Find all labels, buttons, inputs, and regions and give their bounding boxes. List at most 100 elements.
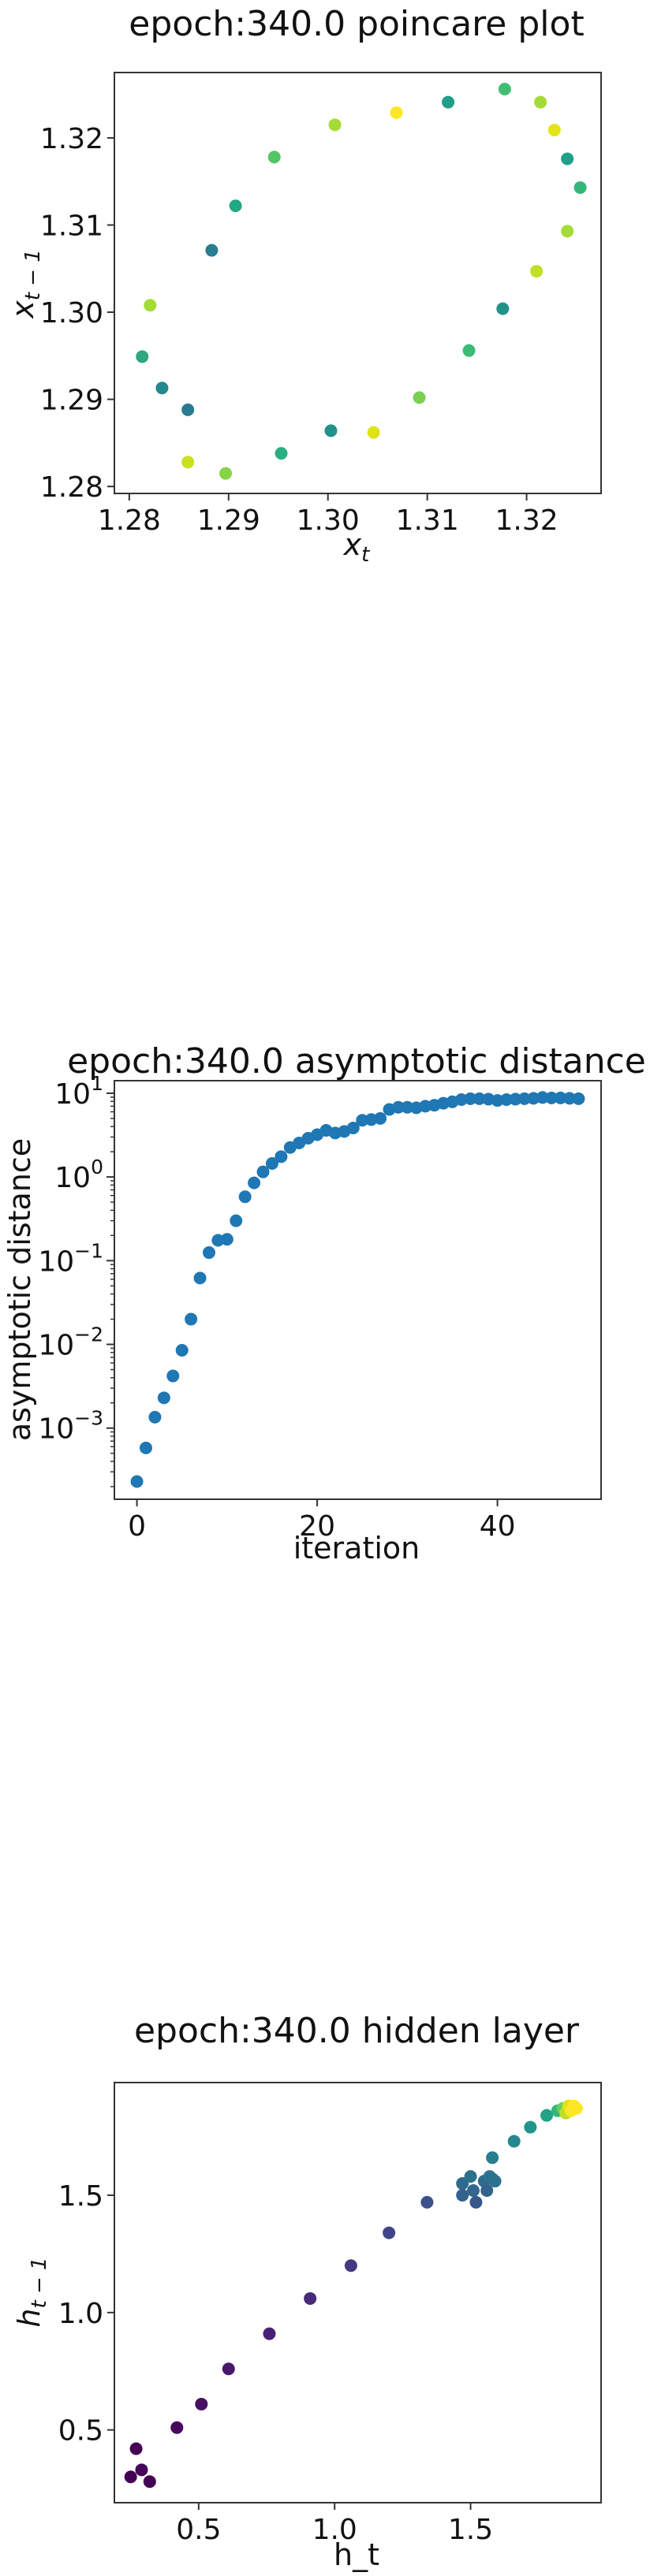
poincare-x-tick-label: 1.28 <box>98 504 161 537</box>
asymptotic-distance-point <box>536 1091 549 1104</box>
poincare-point <box>561 152 574 166</box>
hidden-layer-point <box>456 2188 469 2202</box>
hidden-layer-point <box>195 2397 208 2410</box>
asymptotic-distance-point <box>202 1246 215 1260</box>
asymptotic-distance-point <box>401 1100 414 1114</box>
hidden-layer-point <box>464 2170 477 2183</box>
hidden-layer-y-tick-label: 0.5 <box>58 2415 103 2448</box>
asymptotic-distance-x-tick-label: 40 <box>480 1510 516 1543</box>
hidden-layer-y-tick-label: 1.5 <box>58 2180 103 2213</box>
asymptotic-distance-y-axis-label: asymptotic distance <box>2 1138 37 1441</box>
hidden-layer-point <box>486 2151 499 2165</box>
asymptotic-distance-point <box>130 1475 144 1488</box>
asymptotic-distance-x-tick-label: 0 <box>128 1510 146 1543</box>
poincare-x-tick-label: 1.29 <box>197 504 260 537</box>
poincare-point <box>498 83 511 96</box>
poincare-x-tick-label: 1.32 <box>495 504 558 537</box>
poincare-point <box>324 424 338 437</box>
hidden-layer-point <box>456 2177 469 2191</box>
poincare-plot-title: epoch:340.0 poincare plot <box>129 4 584 44</box>
hidden-layer-x-tick-label: 0.5 <box>176 2514 221 2546</box>
hidden-layer-point <box>143 2475 156 2489</box>
hidden-layer-points <box>124 2099 583 2489</box>
hidden-layer-y-axis-label: ht − 1 <box>12 2257 51 2327</box>
asymptotic-distance-point <box>374 1111 387 1125</box>
hidden-layer-point <box>344 2259 357 2273</box>
poincare-point <box>155 382 169 395</box>
poincare-point <box>367 426 380 439</box>
asymptotic-distance-plot: epoch:340.0 asymptotic distance 0 20 40 10… <box>2 1041 646 1565</box>
poincare-axes-frame <box>114 72 602 494</box>
poincare-point <box>275 447 288 460</box>
hidden-layer-point <box>469 2195 483 2209</box>
hidden-layer-x-ticks: 0.5 1.0 1.5 <box>176 2503 493 2546</box>
poincare-x-ticks: 1.28 1.29 1.30 1.31 1.32 <box>98 493 558 537</box>
hidden-layer-point <box>524 2120 537 2134</box>
hidden-layer-point <box>488 2175 502 2188</box>
asymptotic-distance-x-tick-label: 20 <box>299 1510 335 1543</box>
poincare-points <box>136 83 587 480</box>
poincare-y-tick-label: 1.32 <box>40 123 103 155</box>
hidden-layer-point <box>570 2101 583 2115</box>
poincare-point <box>205 244 219 257</box>
asymptotic-distance-x-axis-label: iteration <box>293 1531 420 1565</box>
poincare-point <box>530 265 544 278</box>
poincare-point <box>561 225 574 238</box>
poincare-point <box>229 199 242 213</box>
hidden-layer-point <box>383 2226 396 2239</box>
hidden-layer-point <box>507 2135 521 2148</box>
hidden-layer-y-tick-label: 1.0 <box>58 2298 103 2330</box>
hidden-layer-point <box>129 2442 143 2455</box>
asymptotic-distance-y-tick-label: 101 <box>54 1072 103 1111</box>
asymptotic-distance-point <box>175 1344 189 1357</box>
hidden-layer-title: epoch:340.0 hidden layer <box>134 2011 580 2051</box>
asymptotic-distance-point <box>509 1093 522 1106</box>
poincare-x-tick-label: 1.30 <box>297 504 360 537</box>
asymptotic-distance-y-ticks: 101 100 10−1 10−2 10−3 <box>38 1072 114 1487</box>
asymptotic-distance-point <box>248 1176 261 1189</box>
asymptotic-distance-point <box>346 1121 360 1134</box>
asymptotic-distance-point <box>563 1092 577 1105</box>
hidden-layer-point <box>480 2183 494 2197</box>
hidden-layer-point <box>170 2421 184 2434</box>
poincare-point <box>547 123 561 136</box>
asymptotic-distance-title: epoch:340.0 asymptotic distance <box>67 1041 646 1081</box>
asymptotic-distance-point <box>139 1441 152 1454</box>
poincare-y-axis-label: xt − 1 <box>6 249 45 319</box>
asymptotic-distance-point <box>554 1091 567 1104</box>
poincare-y-tick-label: 1.31 <box>40 210 103 242</box>
hidden-layer-point <box>466 2183 480 2197</box>
asymptotic-distance-point <box>275 1150 288 1163</box>
asymptotic-distance-y-tick-label: 10−1 <box>38 1239 103 1278</box>
hidden-layer-y-ticks: 0.5 1.0 1.5 <box>58 2180 114 2448</box>
asymptotic-distance-point <box>193 1271 207 1285</box>
hidden-layer-axes-frame <box>114 2082 602 2503</box>
asymptotic-distance-y-tick-label: 100 <box>54 1156 103 1194</box>
asymptotic-distance-point <box>256 1165 270 1178</box>
poincare-point <box>328 118 342 132</box>
poincare-point <box>136 350 149 363</box>
poincare-point <box>462 344 476 357</box>
poincare-point <box>181 456 195 469</box>
hidden-layer-point <box>304 2291 317 2305</box>
poincare-point <box>181 403 195 416</box>
asymptotic-distance-y-tick-label: 10−3 <box>38 1407 103 1446</box>
asymptotic-distance-y-tick-label: 10−2 <box>38 1323 103 1362</box>
poincare-point <box>267 151 281 164</box>
poincare-point <box>413 391 426 404</box>
asymptotic-distance-points <box>130 1091 585 1488</box>
asymptotic-distance-point <box>545 1091 558 1104</box>
hidden-layer-point <box>222 2362 235 2376</box>
poincare-y-tick-label: 1.28 <box>40 471 103 504</box>
hidden-layer-x-tick-label: 1.0 <box>312 2514 357 2546</box>
poincare-point <box>144 299 157 312</box>
asymptotic-distance-point <box>473 1092 486 1105</box>
poincare-point <box>219 467 233 480</box>
poincare-y-tick-label: 1.29 <box>40 385 103 417</box>
poincare-point <box>442 95 455 109</box>
hidden-layer-point <box>124 2470 137 2484</box>
asymptotic-distance-point <box>391 1100 405 1114</box>
asymptotic-distance-point <box>500 1093 514 1106</box>
asymptotic-distance-point <box>220 1233 233 1246</box>
